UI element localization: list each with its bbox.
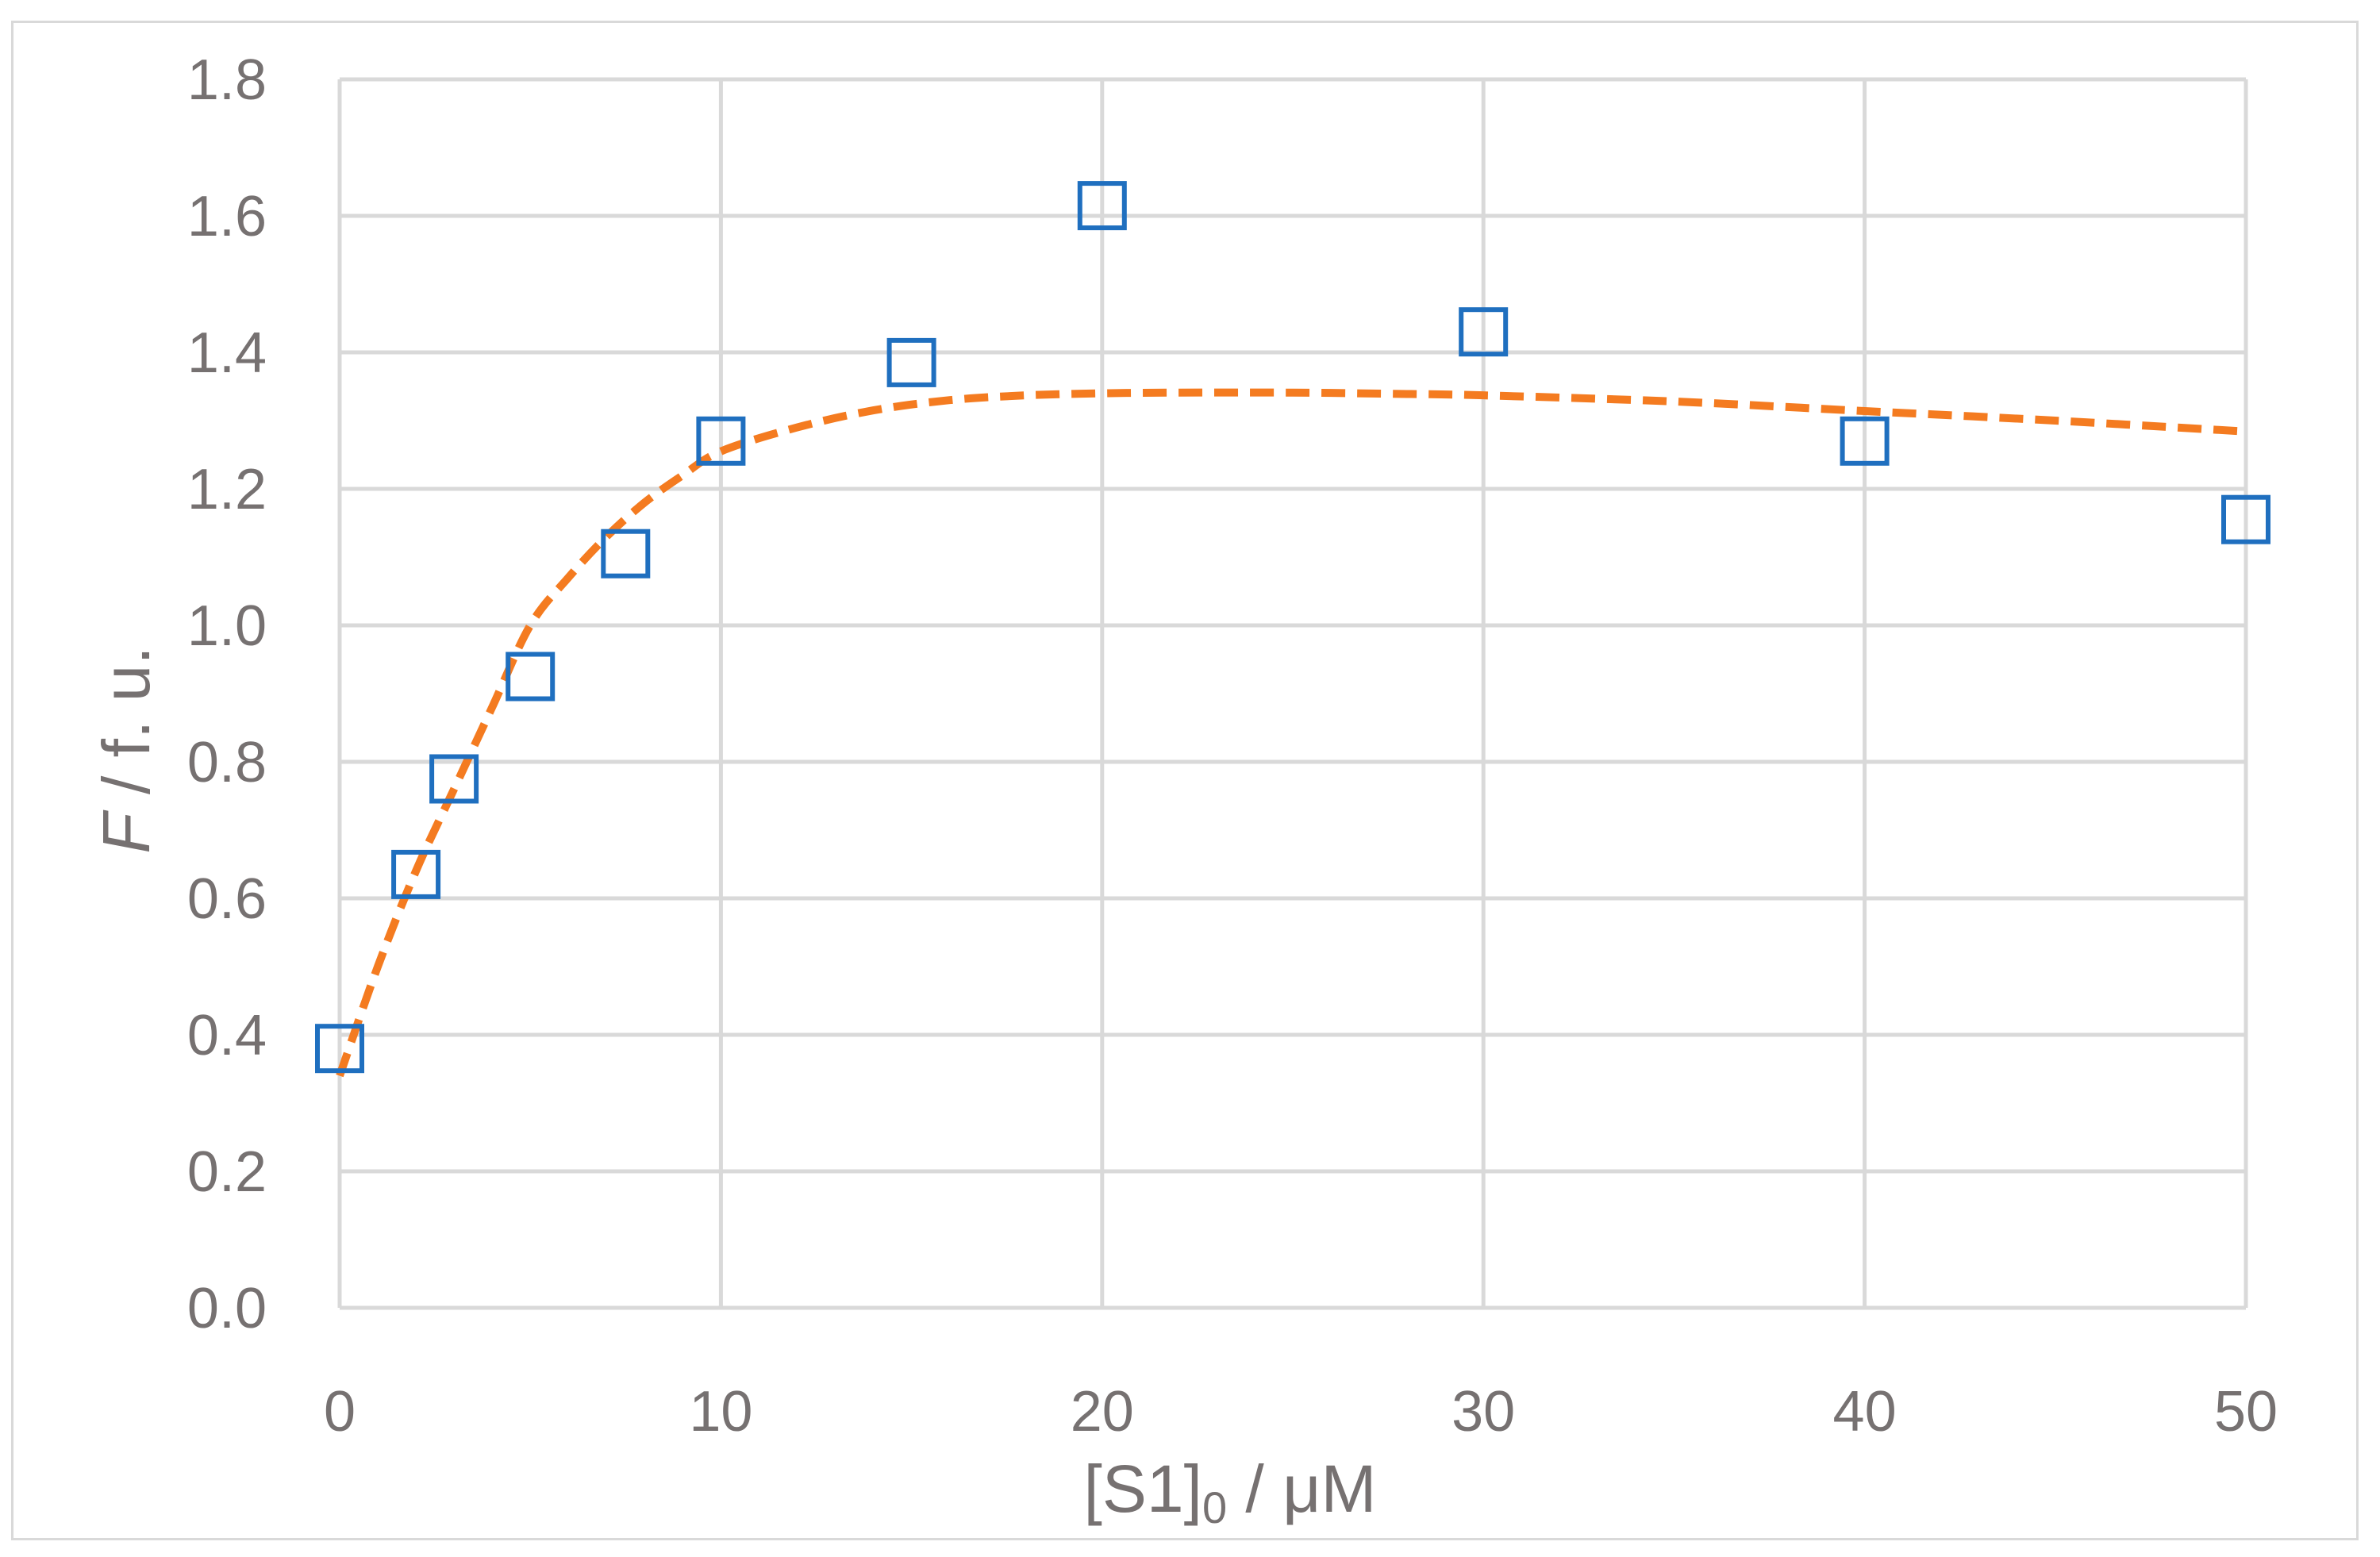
y-tick-label: 0.2 [187, 1140, 267, 1204]
y-tick-label: 1.2 [187, 458, 267, 521]
x-tick-label: 30 [1451, 1380, 1515, 1444]
y-tick-label: 1.8 [187, 48, 267, 112]
data-point-marker [2221, 494, 2270, 544]
y-axis-title: F / f. u. [89, 646, 163, 853]
data-point-marker [391, 849, 441, 899]
y-tick-label: 0.8 [187, 731, 267, 794]
data-point-marker [1459, 307, 1509, 357]
data-point-marker [1077, 181, 1127, 231]
x-tick-label: 40 [1833, 1380, 1897, 1444]
y-tick-label: 0.0 [187, 1277, 267, 1340]
x-tick-label: 50 [2214, 1380, 2278, 1444]
y-tick-label: 1.4 [187, 321, 267, 385]
data-point-marker [315, 1024, 364, 1074]
data-point-marker [506, 652, 556, 702]
y-tick-label: 0.6 [187, 867, 267, 931]
data-point-marker [696, 416, 746, 466]
y-tick-labels: 0.0 0.2 0.4 0.6 0.8 1.0 1.2 1.4 1.6 1.8 [187, 48, 267, 1340]
data-point-marker [886, 337, 936, 387]
x-tick-label: 20 [1071, 1380, 1134, 1444]
y-tick-label: 1.6 [187, 185, 267, 248]
gridlines [337, 77, 2248, 1310]
x-tick-labels: 0 10 20 30 40 50 [324, 1380, 2278, 1444]
x-tick-label: 10 [689, 1380, 752, 1444]
y-tick-label: 0.4 [187, 1004, 267, 1067]
fit-curve [336, 388, 2247, 1078]
x-axis-title: [S1]0 / μM [1084, 1451, 1377, 1532]
fit-curve-line [336, 388, 2247, 1078]
x-tick-label: 0 [324, 1380, 356, 1444]
data-point-marker [429, 754, 479, 804]
data-point-marker [1840, 416, 1890, 466]
data-point-marker [601, 529, 651, 579]
y-tick-label: 1.0 [187, 594, 267, 658]
chart-frame [11, 21, 2359, 1540]
data-markers [315, 181, 2270, 1074]
